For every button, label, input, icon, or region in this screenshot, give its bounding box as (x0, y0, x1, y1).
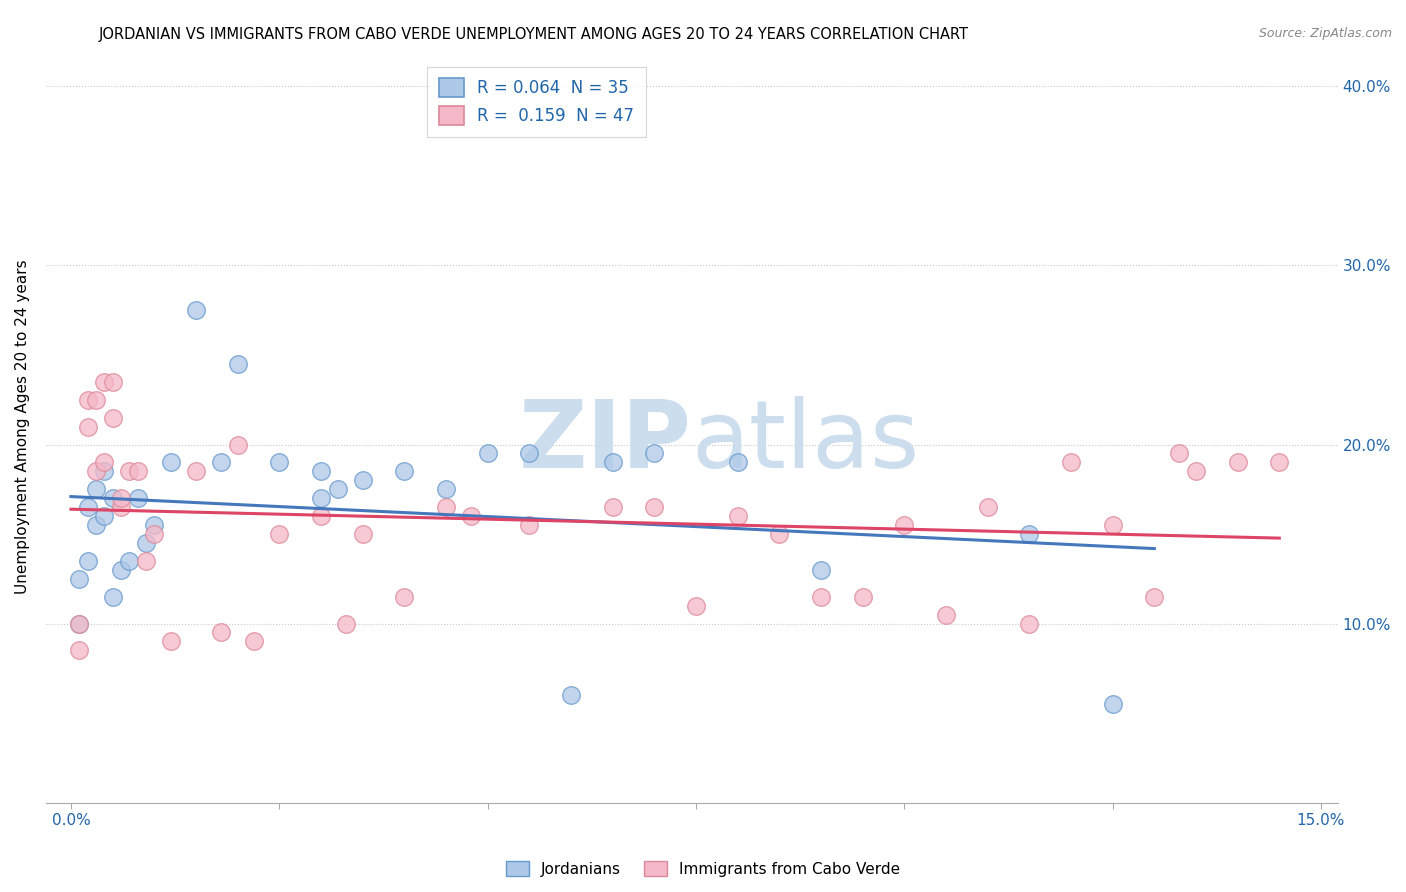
Point (602, 500, 624, 515)
Point (352, 527, 374, 541)
Point (143, 527, 166, 541)
Point (602, 455, 624, 469)
Point (394, 464, 416, 478)
Point (852, 590, 875, 604)
Point (309, 509, 332, 524)
Point (127, 491, 149, 506)
Point (101, 491, 124, 506)
Point (93, 509, 115, 524)
Point (352, 473, 374, 487)
Point (93, 464, 115, 478)
Point (135, 536, 157, 550)
Point (184, 303, 207, 318)
Point (67, 572, 90, 586)
Point (434, 482, 457, 496)
Point (110, 500, 132, 515)
Point (727, 455, 749, 469)
Point (135, 554, 157, 568)
Point (93, 455, 115, 469)
Point (560, 688, 582, 702)
Point (1226, 455, 1249, 469)
Point (477, 446, 499, 460)
Point (643, 500, 665, 515)
Point (67, 616, 90, 631)
Point (76, 392, 98, 407)
Point (269, 527, 291, 541)
Point (460, 509, 482, 524)
Point (76, 500, 98, 515)
Point (1101, 697, 1123, 711)
Point (1185, 464, 1208, 478)
Point (110, 563, 132, 577)
Point (127, 464, 149, 478)
Point (84, 482, 107, 496)
Legend: Jordanians, Immigrants from Cabo Verde: Jordanians, Immigrants from Cabo Verde (498, 853, 908, 884)
Y-axis label: Unemployment Among Ages 20 to 24 years: Unemployment Among Ages 20 to 24 years (15, 260, 30, 594)
Point (118, 554, 141, 568)
Point (209, 455, 232, 469)
Point (643, 446, 665, 460)
Point (1168, 446, 1191, 460)
Point (243, 634, 266, 648)
Point (67, 643, 90, 657)
Point (76, 554, 98, 568)
Point (67, 616, 90, 631)
Text: ZIP: ZIP (519, 396, 692, 488)
Point (976, 500, 998, 515)
Point (143, 518, 166, 533)
Point (84, 518, 107, 533)
Point (335, 616, 357, 631)
Point (226, 437, 249, 451)
Legend: R = 0.064  N = 35, R =  0.159  N = 47: R = 0.064 N = 35, R = 0.159 N = 47 (427, 67, 647, 136)
Text: atlas: atlas (692, 396, 920, 488)
Point (727, 509, 749, 524)
Point (101, 375, 124, 389)
Point (84, 464, 107, 478)
Point (935, 607, 957, 622)
Point (326, 482, 349, 496)
Point (685, 599, 707, 613)
Point (1060, 455, 1083, 469)
Point (394, 590, 416, 604)
Point (209, 625, 232, 640)
Point (517, 518, 540, 533)
Point (1018, 527, 1040, 541)
Point (226, 357, 249, 371)
Text: Source: ZipAtlas.com: Source: ZipAtlas.com (1258, 27, 1392, 40)
Point (110, 491, 132, 506)
Point (893, 518, 915, 533)
Point (1018, 616, 1040, 631)
Point (118, 464, 141, 478)
Point (1101, 518, 1123, 533)
Point (810, 590, 832, 604)
Point (76, 419, 98, 434)
Text: JORDANIAN VS IMMIGRANTS FROM CABO VERDE UNEMPLOYMENT AMONG AGES 20 TO 24 YEARS C: JORDANIAN VS IMMIGRANTS FROM CABO VERDE … (98, 27, 969, 42)
Point (160, 634, 183, 648)
Point (184, 464, 207, 478)
Point (1143, 590, 1166, 604)
Point (93, 375, 115, 389)
Point (309, 464, 332, 478)
Point (1268, 455, 1291, 469)
Point (309, 491, 332, 506)
Point (768, 527, 790, 541)
Point (160, 455, 183, 469)
Point (269, 455, 291, 469)
Point (84, 392, 107, 407)
Point (517, 446, 540, 460)
Point (101, 410, 124, 425)
Point (101, 590, 124, 604)
Point (434, 500, 457, 515)
Point (810, 563, 832, 577)
